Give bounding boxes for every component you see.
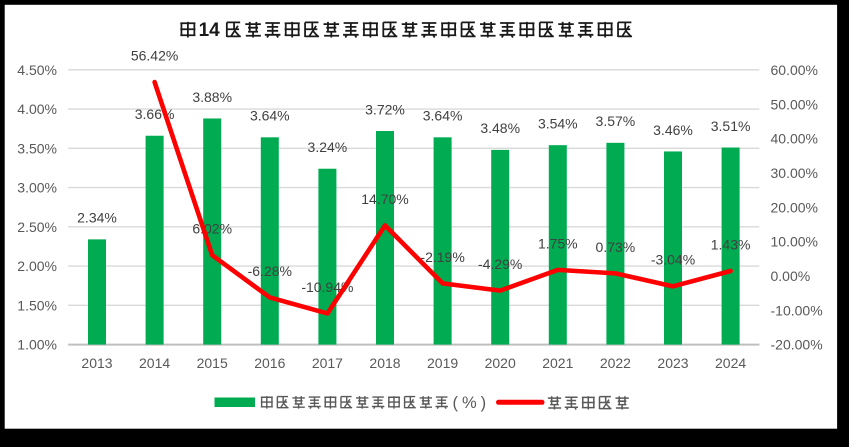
svg-text:60.00%: 60.00% [771,62,818,78]
svg-text:6.02%: 6.02% [192,221,232,237]
svg-text:3.48%: 3.48% [480,120,520,136]
svg-text:-2.19%: -2.19% [420,249,464,265]
svg-text:30.00%: 30.00% [771,165,818,181]
svg-text:3.51%: 3.51% [711,118,751,134]
svg-text:4.50%: 4.50% [17,62,57,78]
svg-text:3.72%: 3.72% [365,101,405,117]
svg-text:1.43%: 1.43% [711,236,751,252]
svg-text:40.00%: 40.00% [771,131,818,147]
svg-text:3.46%: 3.46% [653,122,693,138]
svg-text:3.64%: 3.64% [423,108,463,124]
svg-text:3.64%: 3.64% [250,108,290,124]
svg-text:10.00%: 10.00% [771,234,818,250]
svg-text:1.00%: 1.00% [17,337,57,353]
svg-text:-20.00%: -20.00% [771,337,823,353]
svg-text:0.73%: 0.73% [596,239,636,255]
svg-text:2023: 2023 [657,355,688,371]
svg-text:2019: 2019 [427,355,458,371]
svg-text:-4.29%: -4.29% [478,256,522,272]
svg-text:0.00%: 0.00% [771,268,811,284]
svg-text:2017: 2017 [312,355,343,371]
svg-text:2020: 2020 [485,355,516,371]
svg-text:50.00%: 50.00% [771,96,818,112]
svg-text:-6.28%: -6.28% [248,263,292,279]
svg-text:3.00%: 3.00% [17,180,57,196]
svg-text:-10.00%: -10.00% [771,302,823,318]
svg-text:2016: 2016 [254,355,285,371]
svg-text:14.70%: 14.70% [361,191,408,207]
svg-text:2018: 2018 [369,355,400,371]
svg-text:2022: 2022 [600,355,631,371]
svg-text:1.50%: 1.50% [17,297,57,313]
svg-text:-3.04%: -3.04% [651,252,695,268]
svg-text:2.50%: 2.50% [17,219,57,235]
svg-text:2014: 2014 [139,355,170,371]
svg-text:3.54%: 3.54% [538,115,578,131]
svg-text:56.42%: 56.42% [131,48,178,64]
svg-text:14: 14 [199,20,221,41]
svg-text:3.88%: 3.88% [192,89,232,105]
svg-text:3.50%: 3.50% [17,140,57,156]
svg-text:1.75%: 1.75% [538,235,578,251]
svg-text:(%): (%) [453,394,491,412]
svg-text:2024: 2024 [715,355,746,371]
svg-text:2.34%: 2.34% [77,210,117,226]
svg-text:2015: 2015 [197,355,228,371]
svg-text:20.00%: 20.00% [771,199,818,215]
svg-text:2013: 2013 [81,355,112,371]
svg-text:3.24%: 3.24% [308,139,348,155]
svg-text:2.00%: 2.00% [17,258,57,274]
svg-text:3.57%: 3.57% [596,113,636,129]
svg-text:4.00%: 4.00% [17,101,57,117]
svg-text:2021: 2021 [542,355,573,371]
